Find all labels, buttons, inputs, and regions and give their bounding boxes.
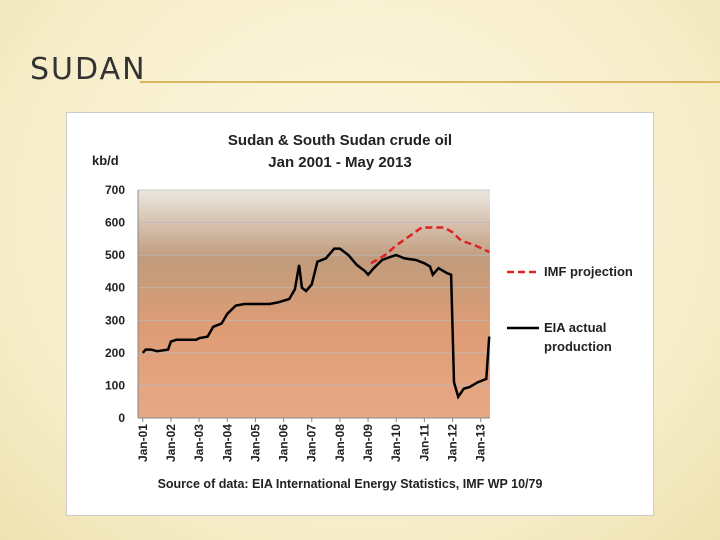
x-tick-label: Jan-12: [446, 424, 460, 462]
source-note: Source of data: EIA International Energy…: [158, 477, 543, 491]
chart-title: Sudan & South Sudan crude oil: [228, 132, 452, 149]
y-tick-label: 700: [105, 183, 125, 197]
y-tick-label: 400: [105, 281, 125, 295]
x-tick-label: Jan-13: [474, 424, 488, 462]
x-tick-label: Jan-06: [277, 424, 291, 462]
series-line: [141, 247, 491, 400]
y-tick-label: 600: [105, 216, 125, 230]
x-tick-label: Jan-08: [333, 424, 347, 462]
y-tick-label: 100: [105, 378, 125, 392]
x-tick-label: Jan-10: [389, 424, 403, 462]
legend-label: IMF projection: [544, 264, 633, 279]
x-tick-label: Jan-01: [136, 424, 150, 462]
y-tick-label: 300: [105, 313, 125, 327]
slide-title: SUDAN: [30, 52, 147, 87]
x-tick-label: Jan-02: [164, 424, 178, 462]
y-axis-label: kb/d: [92, 153, 119, 168]
chart-subtitle: Jan 2001 - May 2013: [268, 154, 411, 171]
x-tick-label: Jan-09: [361, 424, 375, 462]
title-rule: [140, 81, 720, 83]
y-tick-label: 0: [118, 411, 125, 425]
plot-background: [138, 190, 490, 418]
x-tick-label: Jan-03: [192, 424, 206, 462]
y-tick-label: 500: [105, 248, 125, 262]
x-tick-label: Jan-05: [248, 424, 262, 462]
series-line: [370, 226, 490, 265]
x-tick-label: Jan-04: [220, 424, 234, 462]
y-tick-label: 200: [105, 346, 125, 360]
legend-label: EIA actual production: [544, 320, 612, 354]
x-tick-label: Jan-07: [305, 424, 319, 462]
x-tick-label: Jan-11: [417, 424, 431, 462]
